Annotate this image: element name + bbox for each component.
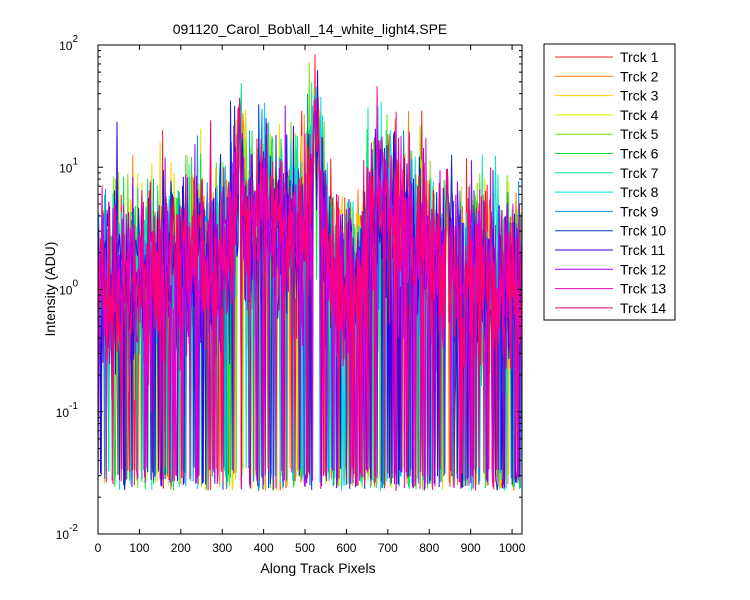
legend-label: Trck 3 [620, 88, 659, 104]
x-tick-label: 300 [212, 541, 232, 555]
x-tick-label: 400 [254, 541, 274, 555]
x-axis-label: Along Track Pixels [260, 560, 375, 576]
legend-label: Trck 8 [620, 184, 659, 200]
chart-title: 091120_Carol_Bob\all_14_white_light4.SPE [173, 21, 448, 37]
x-tick-label: 100 [129, 541, 149, 555]
legend-label: Trck 2 [620, 68, 659, 84]
x-tick-label: 600 [336, 541, 356, 555]
x-tick-label: 500 [295, 541, 315, 555]
legend-label: Trck 4 [620, 107, 659, 123]
legend-box [543, 43, 676, 321]
x-tick-label: 200 [171, 541, 191, 555]
x-tick-label: 1000 [499, 541, 526, 555]
x-tick-label: 0 [95, 541, 102, 555]
legend-label: Trck 1 [620, 49, 659, 65]
x-axis-ticks: 0 100 200 300 400 500 600 700 800 900 1000 [95, 45, 526, 555]
x-tick-label: 900 [461, 541, 481, 555]
legend-label: Trck 6 [620, 146, 659, 162]
legend-label: Trck 10 [620, 223, 666, 239]
legend-label: Trck 7 [620, 165, 659, 181]
series-line [98, 97, 522, 491]
y-axis-label: Intensity (ADU) [42, 242, 58, 337]
legend-label: Trck 9 [620, 203, 659, 219]
legend-label: Trck 13 [620, 281, 666, 297]
legend-label: Trck 14 [620, 300, 666, 316]
x-tick-label: 700 [378, 541, 398, 555]
x-tick-label: 800 [419, 541, 439, 555]
legend-label: Trck 11 [620, 242, 665, 258]
legend-label: Trck 5 [620, 126, 659, 142]
legend-label: Trck 12 [620, 261, 666, 277]
series-layer [98, 54, 522, 491]
legend: Trck 1 Trck 2 Trck 3 Trck 4 Trck 5 Trck 6 Trck… [543, 43, 676, 321]
